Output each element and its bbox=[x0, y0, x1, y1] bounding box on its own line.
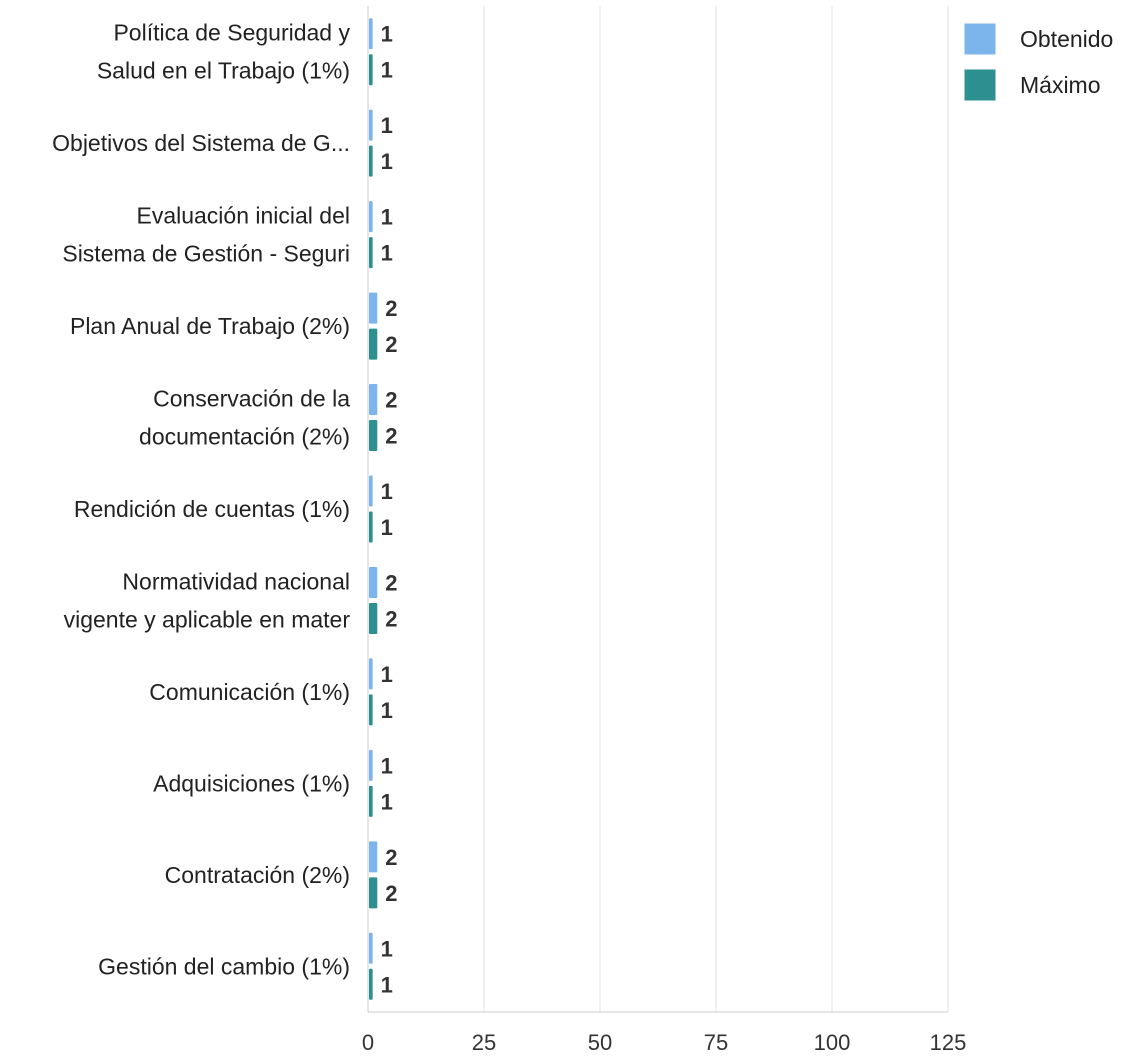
data-label: 1 bbox=[381, 241, 393, 266]
x-tick-label: 125 bbox=[930, 1030, 967, 1055]
bar-maximo[interactable] bbox=[368, 53, 374, 87]
bar-obtenido[interactable] bbox=[368, 565, 379, 599]
bar-maximo[interactable] bbox=[368, 236, 374, 270]
data-label: 1 bbox=[381, 205, 393, 230]
data-label: 1 bbox=[381, 479, 393, 504]
data-label: 1 bbox=[381, 113, 393, 138]
x-tick-label: 50 bbox=[588, 1030, 612, 1055]
data-label: 2 bbox=[385, 424, 397, 449]
bar-obtenido[interactable] bbox=[368, 657, 374, 691]
data-label: 2 bbox=[385, 388, 397, 413]
category-label: Normatividad nacional vigente y aplicable… bbox=[64, 568, 351, 632]
legend-swatch bbox=[963, 68, 997, 102]
bar-layer bbox=[368, 17, 379, 1001]
bar-maximo[interactable] bbox=[368, 693, 374, 727]
legend-label: Obtenido bbox=[1020, 26, 1113, 52]
category-label: Plan Anual de Trabajo (2%) bbox=[70, 313, 350, 339]
category-label: Rendición de cuentas (1%) bbox=[74, 496, 350, 522]
bar-maximo[interactable] bbox=[368, 876, 379, 910]
data-label: 2 bbox=[385, 606, 397, 631]
bar-obtenido[interactable] bbox=[368, 200, 374, 234]
bar-maximo[interactable] bbox=[368, 601, 379, 635]
data-label: 2 bbox=[385, 296, 397, 321]
data-label: 2 bbox=[385, 570, 397, 595]
category-label: Comunicación (1%) bbox=[149, 679, 350, 705]
axis-layer: 0 25 50 75 100 125 Política de Seguridad y Salu… bbox=[52, 6, 966, 1055]
data-label: 1 bbox=[381, 753, 393, 778]
data-label: 1 bbox=[381, 662, 393, 687]
bar-obtenido[interactable] bbox=[368, 840, 379, 874]
bar-obtenido[interactable] bbox=[368, 931, 374, 965]
category-label: Contratación (2%) bbox=[165, 862, 350, 888]
category-label: Política de Seguridad y Salud en el Traba… bbox=[97, 20, 351, 84]
bar-maximo[interactable] bbox=[368, 419, 379, 453]
bar-obtenido[interactable] bbox=[368, 383, 379, 417]
data-label: 1 bbox=[381, 58, 393, 83]
category-label: Adquisiciones (1%) bbox=[153, 770, 350, 796]
x-tick-label: 25 bbox=[472, 1030, 496, 1055]
data-label: 1 bbox=[381, 972, 393, 997]
bar-maximo[interactable] bbox=[368, 144, 374, 178]
bar-maximo[interactable] bbox=[368, 327, 379, 361]
bar-maximo[interactable] bbox=[368, 510, 374, 544]
legend-swatch bbox=[963, 22, 997, 56]
data-label: 2 bbox=[385, 845, 397, 870]
data-label: 2 bbox=[385, 881, 397, 906]
x-tick-label: 0 bbox=[362, 1030, 374, 1055]
data-label: 1 bbox=[381, 515, 393, 540]
x-tick-label: 100 bbox=[814, 1030, 851, 1055]
legend-item-obtenido[interactable]: Obtenido bbox=[963, 22, 1113, 56]
data-label: 1 bbox=[381, 698, 393, 723]
data-label: 1 bbox=[381, 789, 393, 814]
category-label: Objetivos del Sistema de G... bbox=[52, 130, 350, 156]
x-tick-label: 75 bbox=[704, 1030, 728, 1055]
bar-maximo[interactable] bbox=[368, 784, 374, 818]
data-label: 1 bbox=[381, 22, 393, 47]
label-layer: 1 1 1 1 1 1 2 2 2 2 1 1 2 2 1 1 1 1 2 2 1 1 bbox=[381, 22, 398, 998]
legend-label: Máximo bbox=[1020, 72, 1101, 98]
data-label: 1 bbox=[381, 149, 393, 174]
bar-obtenido[interactable] bbox=[368, 17, 374, 51]
category-label: Gestión del cambio (1%) bbox=[98, 953, 350, 979]
grid-layer bbox=[483, 6, 949, 1012]
bar-maximo[interactable] bbox=[368, 967, 374, 1001]
bar-obtenido[interactable] bbox=[368, 474, 374, 508]
legend[interactable]: Obtenido Máximo bbox=[963, 22, 1113, 102]
category-label: Evaluación inicial del Sistema de Gestión… bbox=[62, 203, 350, 267]
category-label: Conservación de la documentación (2%) bbox=[139, 386, 350, 450]
bar-obtenido[interactable] bbox=[368, 108, 374, 142]
data-label: 1 bbox=[381, 936, 393, 961]
data-label: 2 bbox=[385, 332, 397, 357]
legend-item-maximo[interactable]: Máximo bbox=[963, 68, 1101, 102]
bar-obtenido[interactable] bbox=[368, 748, 374, 782]
bar-obtenido[interactable] bbox=[368, 291, 379, 325]
